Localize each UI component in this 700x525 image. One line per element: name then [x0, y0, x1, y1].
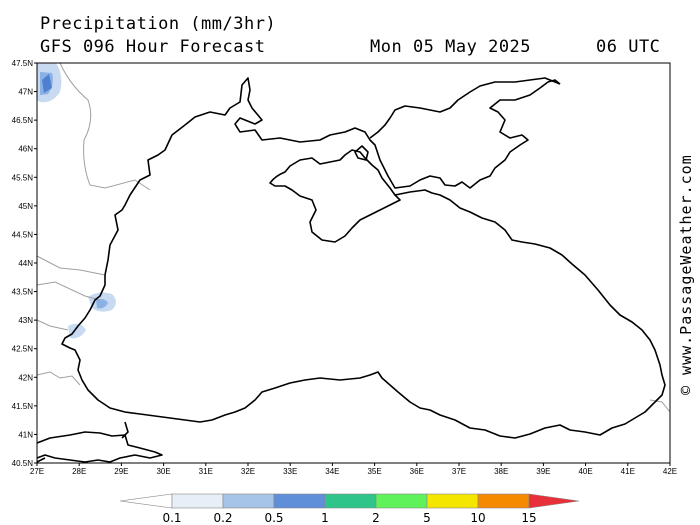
- lat-label: 46.5N: [12, 116, 34, 125]
- forecast-time: 06 UTC: [596, 37, 661, 57]
- lon-label: 34E: [325, 467, 339, 476]
- latitude-axis: 47.5N 47N 46.5N 46N 45.5N 45N 44.5N 44N 43.5N 43N…: [12, 59, 37, 468]
- legend-arrow-left: [119, 493, 173, 509]
- country-borders: [36, 62, 671, 413]
- lat-label: 42.5N: [12, 345, 34, 354]
- legend-label: 15: [521, 511, 536, 525]
- lat-label: 41.5N: [12, 402, 34, 411]
- legend-swatch: [324, 493, 377, 509]
- coastline: [36, 77, 666, 463]
- precip-area-south-coast: [68, 323, 86, 339]
- legend-label: 2: [372, 511, 380, 525]
- legend-label: 0.1: [162, 511, 181, 525]
- precip-area-bulgaria-core: [96, 299, 108, 309]
- lat-label: 47.5N: [12, 59, 34, 68]
- lon-label: 28E: [72, 467, 86, 476]
- legend-arrow-right: [528, 493, 580, 509]
- website-credit: © www.PassageWeather.com: [677, 154, 695, 395]
- lon-label: 30E: [156, 467, 170, 476]
- lat-label: 43N: [18, 316, 33, 325]
- lon-label: 38E: [494, 467, 508, 476]
- lon-label: 33E: [283, 467, 297, 476]
- legend-swatch: [273, 493, 326, 509]
- lat-label: 46N: [18, 145, 33, 154]
- lon-label: 42E: [663, 467, 677, 476]
- longitude-axis: 27E 28E 29E 30E 31E 32E 33E 34E 35E 36E 37E 38E 39E 4…: [30, 463, 677, 476]
- lat-label: 47N: [18, 88, 33, 97]
- legend-swatch: [426, 493, 479, 509]
- legend-label: 0.2: [213, 511, 232, 525]
- lon-label: 41E: [621, 467, 635, 476]
- credit-container: © www.PassageWeather.com: [677, 154, 697, 396]
- lon-label: 40E: [578, 467, 592, 476]
- lon-label: 27E: [30, 467, 44, 476]
- legend-swatch: [171, 493, 224, 509]
- lat-label: 45.5N: [12, 173, 34, 182]
- forecast-subtitle: GFS 096 Hour Forecast: [40, 37, 266, 57]
- lat-label: 42N: [18, 373, 33, 382]
- legend-swatch: [375, 493, 428, 509]
- lon-label: 32E: [241, 467, 255, 476]
- legend-label: 5: [423, 511, 431, 525]
- forecast-date: Mon 05 May 2025: [370, 37, 532, 57]
- lon-label: 39E: [536, 467, 550, 476]
- lat-label: 43.5N: [12, 288, 34, 297]
- lat-label: 44N: [18, 259, 33, 268]
- map-frame: [36, 62, 671, 464]
- lat-label: 45N: [18, 202, 33, 211]
- lat-label: 41N: [18, 430, 33, 439]
- lat-label: 40.5N: [12, 459, 34, 468]
- precipitation-areas: [37, 63, 116, 339]
- legend-label: 10: [470, 511, 485, 525]
- lon-label: 36E: [410, 467, 424, 476]
- lon-label: 31E: [199, 467, 213, 476]
- precipitation-legend: 0.1 0.2 0.5 1 2 5 10 15: [119, 493, 580, 525]
- lat-label: 44.5N: [12, 230, 34, 239]
- lon-label: 29E: [114, 467, 128, 476]
- legend-swatch: [477, 493, 530, 509]
- lon-label: 35E: [367, 467, 381, 476]
- lon-label: 37E: [452, 467, 466, 476]
- legend-label: 1: [321, 511, 329, 525]
- precip-area-northwest-heavy: [42, 74, 52, 93]
- legend-label: 0.5: [264, 511, 283, 525]
- map-title: Precipitation (mm/3hr): [40, 14, 277, 34]
- legend-swatch: [222, 493, 275, 509]
